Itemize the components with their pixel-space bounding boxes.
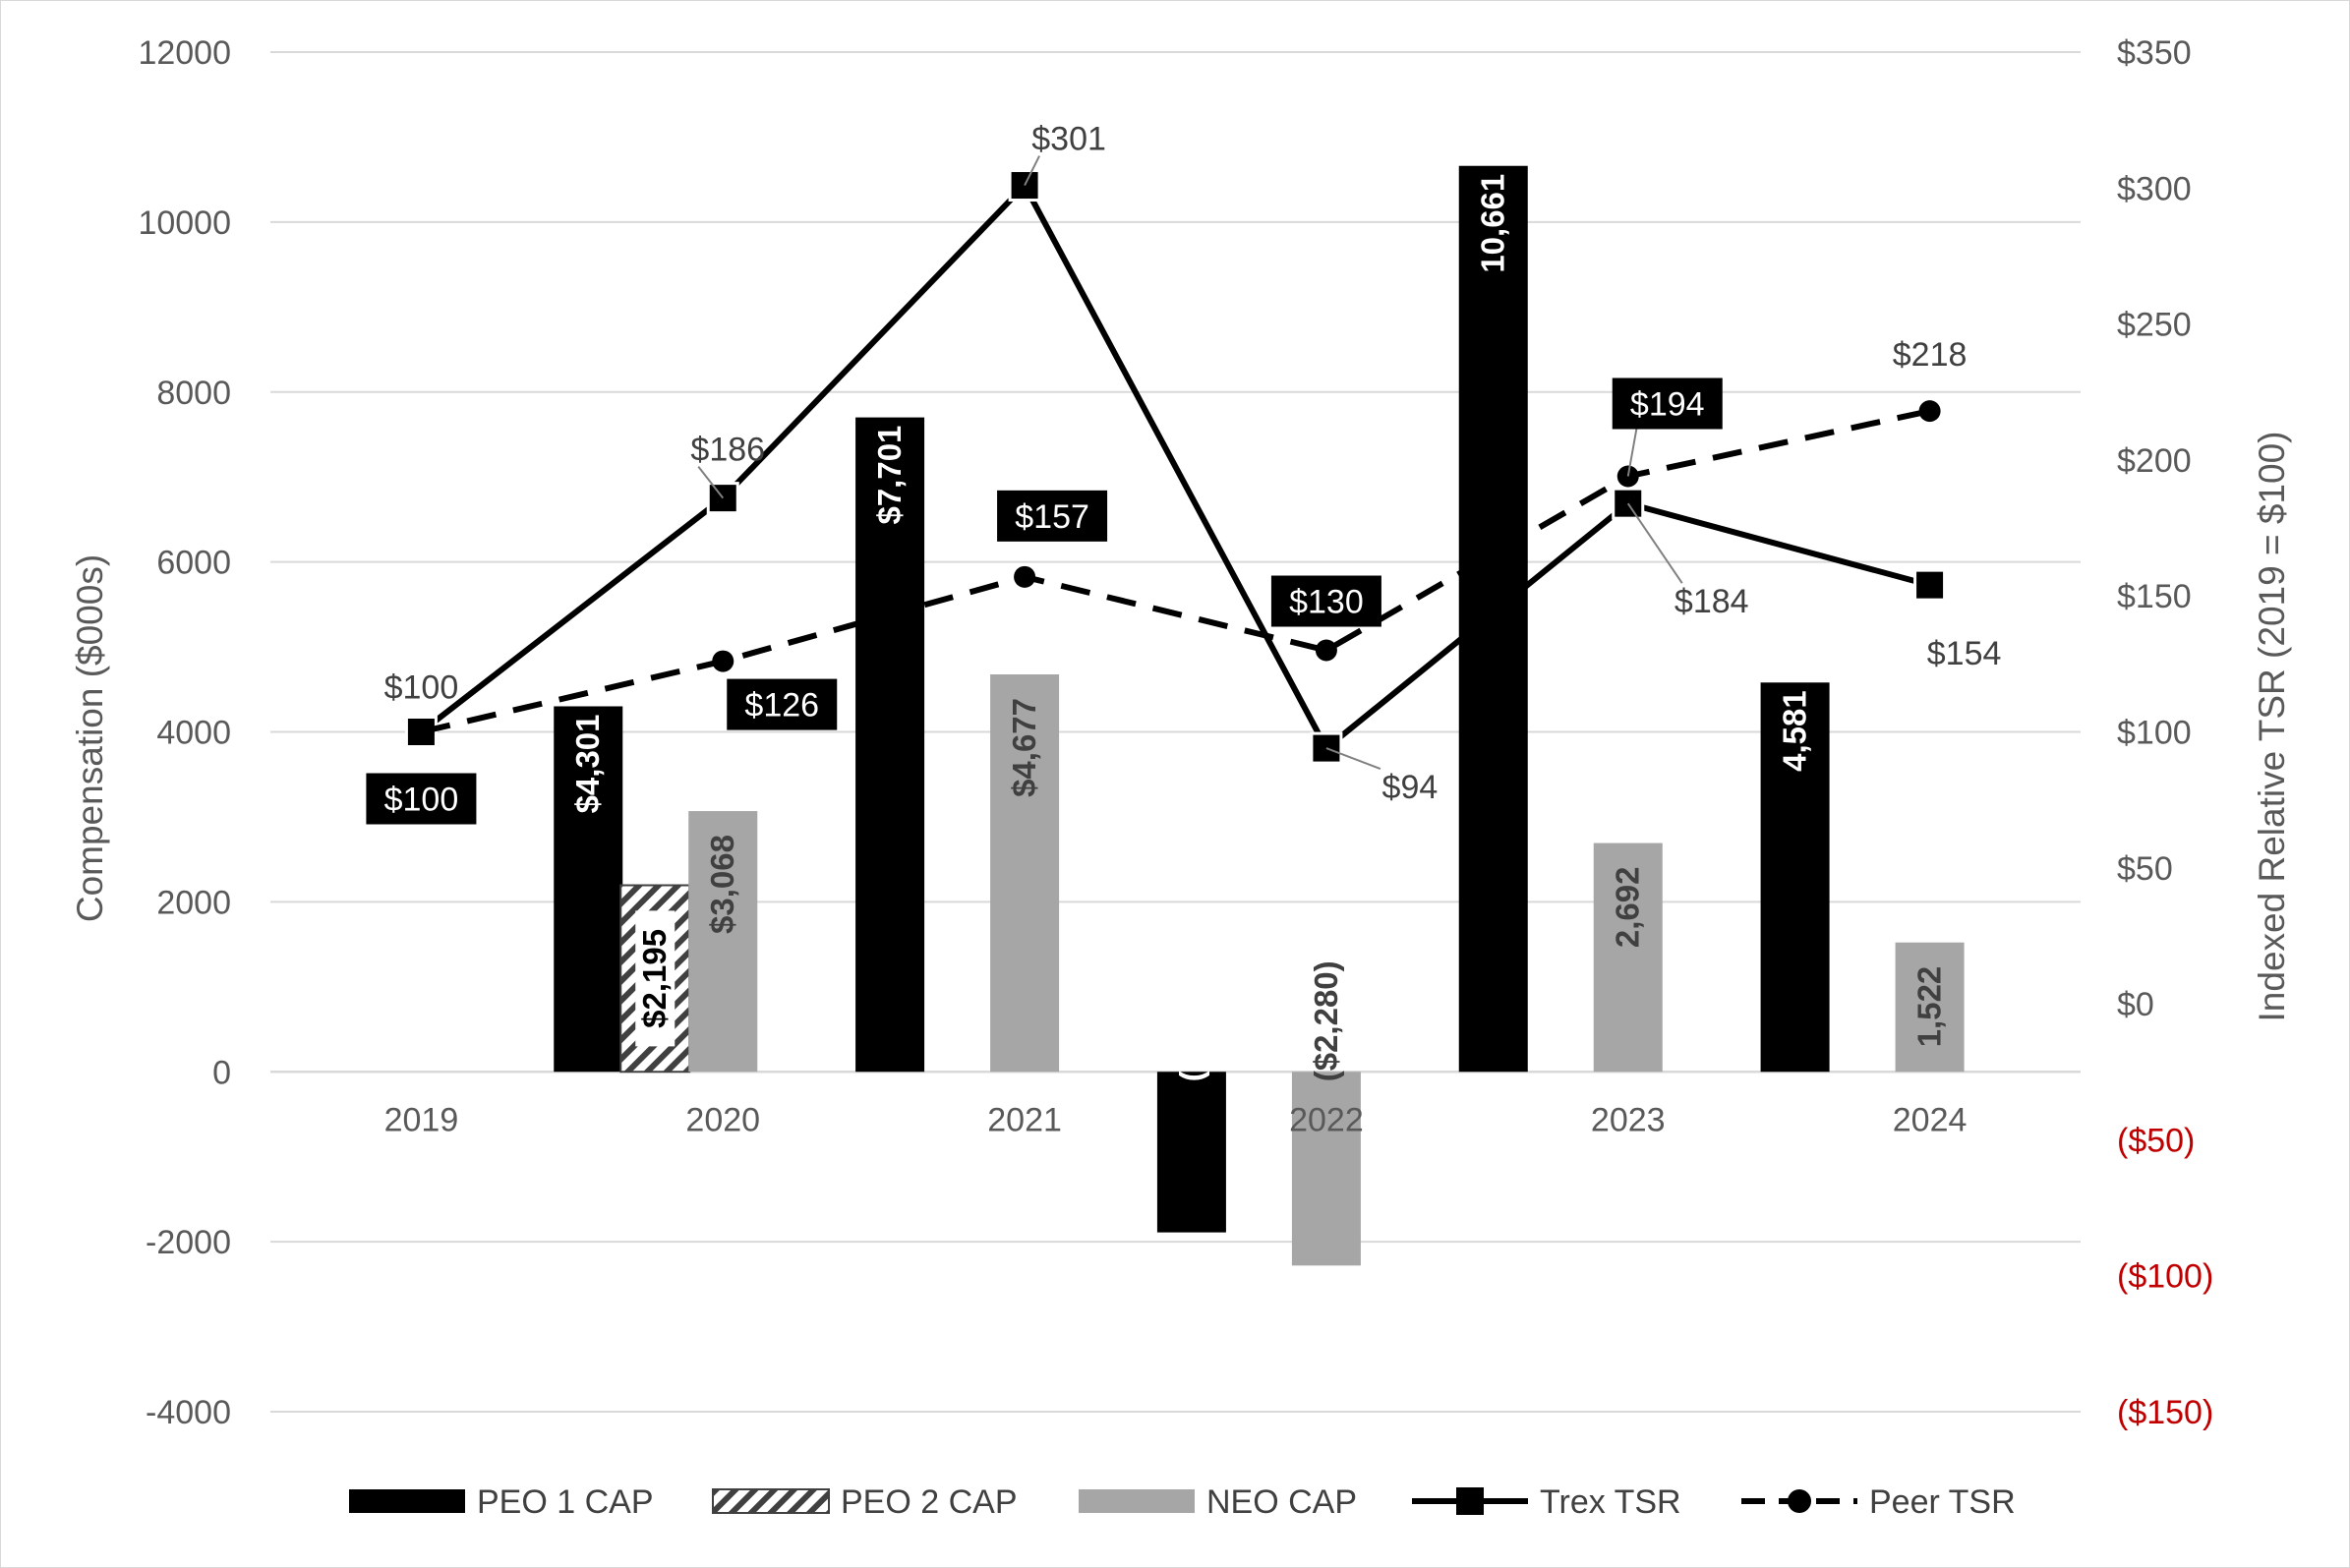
peo-1-cap-data-label: $4,301 xyxy=(569,714,606,813)
y2-axis-title: Indexed Relative TSR (2019 = $100) xyxy=(2252,432,2292,1022)
y-tick-label: 4000 xyxy=(156,715,231,752)
y-tick-label: 12000 xyxy=(138,34,231,72)
peer-tsr-data-label: $157 xyxy=(1015,498,1089,536)
y-tick-label: 10000 xyxy=(138,204,231,242)
trex-tsr-data-label: $100 xyxy=(384,669,459,707)
neo-cap-data-label: 2,692 xyxy=(1610,867,1646,949)
legend-marker-trex-tsr xyxy=(1456,1487,1484,1515)
trex-tsr-data-label: $154 xyxy=(1927,635,2002,672)
y2-tick-label: $350 xyxy=(2117,34,2192,72)
legend-label-trex-tsr: Trex TSR xyxy=(1540,1483,1681,1521)
x-tick-label: 2024 xyxy=(1893,1101,1968,1138)
peo-1-cap-bar-2020 xyxy=(554,706,623,1073)
trex-tsr-line xyxy=(419,182,1931,752)
y2-tick-label: $300 xyxy=(2117,170,2192,207)
trex-tsr-leader-line xyxy=(1325,747,1381,771)
y-axis-title: Compensation ($000s) xyxy=(70,554,110,922)
x-tick-label: 2023 xyxy=(1591,1101,1666,1138)
peer-tsr-point-2019 xyxy=(410,721,433,743)
peo-1-cap-bar-2024 xyxy=(1760,682,1830,1073)
y2-tick-label: $100 xyxy=(2117,715,2192,752)
legend-marker-peer-tsr xyxy=(1788,1489,1811,1513)
peer-tsr-data-label: $100 xyxy=(384,782,459,819)
peer-tsr-leader-line xyxy=(1626,421,1639,477)
neo-cap-data-label: $3,068 xyxy=(704,835,740,934)
label-backing xyxy=(635,910,676,1047)
legend-label-peer-tsr: Peer TSR xyxy=(1869,1483,2016,1521)
neo-cap-data-label: 1,522 xyxy=(1911,966,1948,1048)
peer-tsr-label-box xyxy=(1612,377,1723,430)
peer-tsr-label-box xyxy=(1270,575,1381,627)
y-tick-label: 8000 xyxy=(156,375,231,412)
y-tick-label: -2000 xyxy=(146,1224,231,1261)
trex-tsr-leader-line xyxy=(1024,155,1040,186)
peer-tsr-point-2024 xyxy=(1918,400,1941,423)
y2-tick-label: ($100) xyxy=(2117,1258,2213,1296)
neo-cap-bar-2021 xyxy=(990,673,1060,1073)
peer-tsr-label-box xyxy=(366,773,477,825)
peo-1-cap-bar-2021 xyxy=(855,417,925,1073)
peo-2-cap-data-label: $2,195 xyxy=(636,929,673,1028)
x-tick-label: 2022 xyxy=(1289,1101,1364,1138)
legend-swatch-peo-2-cap xyxy=(712,1488,830,1514)
neo-cap-data-label: $4,677 xyxy=(1006,698,1042,797)
peo-1-cap-data-label: 4,581 xyxy=(1777,690,1813,772)
trex-tsr-point-2024 xyxy=(1913,568,1947,602)
y-tick-label: -4000 xyxy=(146,1394,231,1431)
legend-label-peo-2-cap: PEO 2 CAP xyxy=(841,1483,1018,1521)
trex-tsr-data-label: $94 xyxy=(1382,769,1439,806)
y2-tick-label: $50 xyxy=(2117,850,2173,888)
peo-1-cap-data-label: ($1,890) xyxy=(1173,960,1209,1081)
x-tick-label: 2020 xyxy=(685,1101,760,1138)
neo-cap-bar-2023 xyxy=(1593,842,1663,1073)
x-tick-label: 2019 xyxy=(384,1101,459,1138)
y2-tick-label: $0 xyxy=(2117,986,2154,1023)
y2-tick-label: ($50) xyxy=(2117,1122,2195,1159)
trex-tsr-leader-line xyxy=(697,466,725,499)
peer-tsr-data-label: $126 xyxy=(744,687,819,725)
neo-cap-bar-2024 xyxy=(1895,942,1965,1073)
legend-swatch-neo-cap xyxy=(1079,1489,1195,1513)
y2-tick-label: $150 xyxy=(2117,578,2192,615)
y-tick-label: 2000 xyxy=(156,884,231,921)
peer-tsr-point-2021 xyxy=(1014,565,1036,588)
peo-1-cap-data-label: $7,701 xyxy=(871,426,908,525)
peer-tsr-data-label: $194 xyxy=(1630,385,1705,423)
y2-tick-label: $200 xyxy=(2117,442,2192,480)
peer-tsr-data-label: $130 xyxy=(1289,584,1364,621)
trex-tsr-data-label: $301 xyxy=(1031,121,1106,158)
peer-tsr-data-label: $218 xyxy=(1893,336,1968,374)
trex-tsr-leader-line xyxy=(1626,502,1683,584)
y2-tick-label: $250 xyxy=(2117,307,2192,344)
y2-tick-label: ($150) xyxy=(2117,1394,2213,1431)
neo-cap-bar-2022 xyxy=(1291,1072,1361,1266)
legend-swatch-peo-1-cap xyxy=(349,1489,465,1513)
x-tick-label: 2021 xyxy=(987,1101,1062,1138)
legend-label-neo-cap: NEO CAP xyxy=(1206,1483,1357,1521)
peer-tsr-point-2020 xyxy=(712,650,734,672)
peer-tsr-line xyxy=(420,408,1931,735)
y-tick-label: 6000 xyxy=(156,545,231,582)
peo-1-cap-bar-2022 xyxy=(1156,1072,1226,1233)
peer-tsr-label-box xyxy=(727,678,838,730)
trex-tsr-data-label: $186 xyxy=(690,432,765,469)
peer-tsr-point-2022 xyxy=(1315,639,1337,662)
peer-tsr-label-box xyxy=(997,490,1108,542)
neo-cap-data-label: ($2,280) xyxy=(1308,960,1344,1081)
neo-cap-bar-2020 xyxy=(688,811,758,1073)
trex-tsr-data-label: $184 xyxy=(1674,583,1749,620)
trex-tsr-point-2020 xyxy=(706,482,739,515)
peo-1-cap-data-label: 10,661 xyxy=(1475,174,1511,273)
legend-label-peo-1-cap: PEO 1 CAP xyxy=(477,1483,654,1521)
peo-1-cap-bar-2023 xyxy=(1458,165,1528,1073)
y-tick-label: 0 xyxy=(212,1054,231,1091)
